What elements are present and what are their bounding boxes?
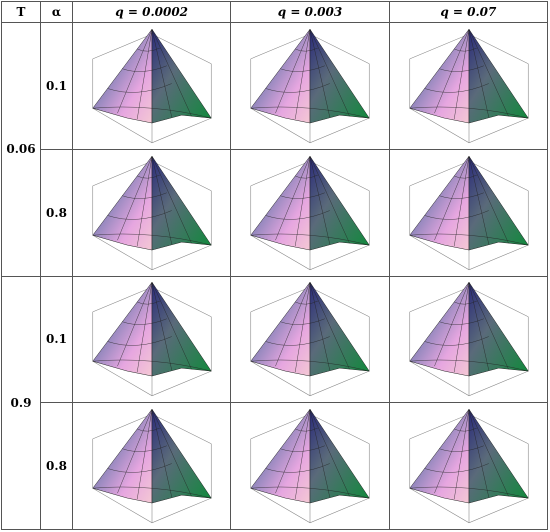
- surface-plot: [250, 155, 370, 270]
- surface-plot: [409, 282, 529, 397]
- body-row: 0.8: [2, 148, 549, 277]
- alpha-cell: 0.8: [40, 402, 73, 530]
- plot-cell: [388, 275, 549, 404]
- plot-cell: [388, 402, 549, 530]
- header-cell: α: [40, 0, 73, 24]
- header-cell: q = 0.0002: [71, 0, 232, 24]
- body-row: 0.06 0.1: [1, 22, 549, 277]
- header-cell: q = 0.07: [388, 0, 549, 24]
- plot-cell: [230, 402, 390, 530]
- plot-cell: [71, 22, 232, 150]
- alpha-cell: 0.1: [40, 275, 73, 404]
- surface-plot: [250, 28, 370, 144]
- header-cell: q = 0.003: [230, 0, 390, 24]
- alpha-cell: 0.8: [40, 148, 73, 277]
- surface-plot: [250, 409, 370, 524]
- header-row: T α q = 0.0002 q = 0.003 q = 0.07: [1, 0, 549, 24]
- surface-plot: [409, 409, 529, 524]
- plot-cell: [230, 22, 390, 150]
- surface-plot: [250, 282, 370, 397]
- plot-cell: [388, 148, 549, 277]
- plot-cell: [230, 275, 390, 404]
- body-row: 0.9 0.1: [1, 275, 549, 531]
- alpha-cell: 0.1: [40, 22, 73, 150]
- plot-cell: [71, 402, 232, 530]
- t-cell: 0.9: [1, 275, 41, 531]
- surface-plot: [92, 155, 212, 270]
- t-cell: 0.06: [1, 22, 41, 277]
- surface-plot: [92, 282, 212, 397]
- surface-plot: [92, 409, 212, 524]
- surface-plot: [409, 155, 529, 270]
- plot-cell: [71, 275, 232, 404]
- surface-plot: [409, 28, 529, 144]
- plot-cell: [230, 148, 390, 277]
- plot-cell: [71, 148, 232, 277]
- plot-cell: [388, 22, 549, 150]
- body-row: 0.8: [2, 402, 549, 530]
- surface-plot: [92, 28, 212, 144]
- header-cell: T: [1, 0, 41, 24]
